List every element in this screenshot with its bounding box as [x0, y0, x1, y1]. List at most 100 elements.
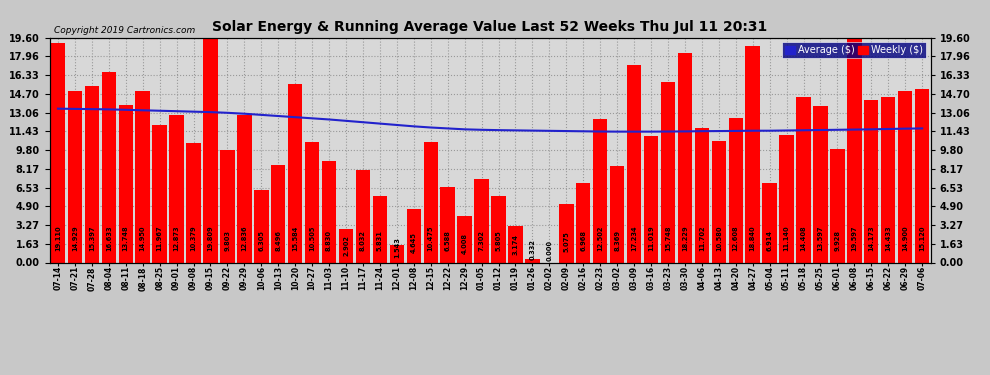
- Bar: [881, 97, 895, 262]
- Bar: [779, 135, 794, 262]
- Text: 12.836: 12.836: [242, 225, 248, 251]
- Text: 19.809: 19.809: [208, 225, 214, 251]
- Text: 13.597: 13.597: [818, 225, 824, 251]
- Text: 01-12: 01-12: [494, 266, 503, 290]
- Bar: [491, 196, 506, 262]
- Bar: [745, 46, 760, 262]
- Text: 11-24: 11-24: [375, 266, 384, 290]
- Text: 8.496: 8.496: [275, 230, 281, 251]
- Text: 11-10: 11-10: [342, 266, 350, 290]
- Bar: [915, 89, 930, 262]
- Text: 5.075: 5.075: [563, 231, 569, 252]
- Text: 02-09: 02-09: [561, 266, 571, 290]
- Text: 06-29: 06-29: [901, 266, 910, 290]
- Text: 03-23: 03-23: [663, 266, 672, 290]
- Bar: [695, 128, 709, 262]
- Text: 10.475: 10.475: [428, 225, 434, 251]
- Legend: Average ($), Weekly ($): Average ($), Weekly ($): [782, 42, 926, 58]
- Bar: [372, 196, 387, 262]
- Bar: [407, 209, 421, 262]
- Text: 12-01: 12-01: [392, 266, 401, 290]
- Text: 12.608: 12.608: [733, 225, 739, 251]
- Text: 02-16: 02-16: [579, 266, 588, 290]
- Bar: [610, 166, 625, 262]
- Text: 14.408: 14.408: [801, 225, 807, 251]
- Bar: [203, 35, 218, 262]
- Text: 05-18: 05-18: [799, 266, 808, 290]
- Text: 03-09: 03-09: [630, 266, 639, 290]
- Text: 04-27: 04-27: [748, 266, 757, 291]
- Text: 11.140: 11.140: [783, 225, 790, 251]
- Bar: [424, 142, 438, 262]
- Text: 15.748: 15.748: [665, 225, 671, 251]
- Bar: [152, 125, 167, 262]
- Bar: [50, 43, 65, 262]
- Text: 6.305: 6.305: [258, 230, 264, 251]
- Bar: [831, 148, 844, 262]
- Text: 02-02: 02-02: [544, 266, 553, 290]
- Text: 09-08: 09-08: [189, 266, 198, 291]
- Bar: [847, 38, 861, 262]
- Text: 07-14: 07-14: [53, 266, 62, 291]
- Text: 3.174: 3.174: [513, 234, 519, 255]
- Bar: [67, 91, 82, 262]
- Text: 06-08: 06-08: [849, 266, 859, 291]
- Text: 4.645: 4.645: [411, 232, 417, 253]
- Text: 12.502: 12.502: [597, 225, 603, 251]
- Text: 5.805: 5.805: [496, 230, 502, 251]
- Text: 6.588: 6.588: [445, 230, 450, 251]
- Bar: [254, 190, 268, 262]
- Text: 09-15: 09-15: [206, 266, 215, 290]
- Bar: [169, 115, 184, 262]
- Text: 01-05: 01-05: [477, 266, 486, 290]
- Text: 9.928: 9.928: [835, 230, 841, 251]
- Text: 0.000: 0.000: [546, 240, 552, 261]
- Text: 07-06: 07-06: [918, 266, 927, 291]
- Text: 4.008: 4.008: [461, 233, 467, 254]
- Bar: [390, 245, 404, 262]
- Text: Copyright 2019 Cartronics.com: Copyright 2019 Cartronics.com: [53, 26, 195, 35]
- Text: 10-13: 10-13: [274, 266, 283, 290]
- Text: 6.968: 6.968: [580, 230, 586, 251]
- Title: Solar Energy & Running Average Value Last 52 Weeks Thu Jul 11 20:31: Solar Energy & Running Average Value Las…: [213, 20, 767, 33]
- Text: 12-29: 12-29: [460, 266, 469, 290]
- Bar: [796, 97, 811, 262]
- Text: 14.929: 14.929: [72, 225, 78, 251]
- Text: 12-08: 12-08: [409, 266, 419, 291]
- Bar: [441, 187, 454, 262]
- Text: 19.597: 19.597: [851, 225, 857, 251]
- Text: 14.950: 14.950: [140, 225, 146, 251]
- Text: 11.967: 11.967: [156, 225, 162, 251]
- Bar: [457, 216, 472, 262]
- Bar: [136, 91, 149, 262]
- Text: 7.302: 7.302: [478, 230, 484, 251]
- Text: 08-11: 08-11: [121, 266, 131, 291]
- Text: 8.032: 8.032: [360, 230, 366, 251]
- Bar: [339, 229, 353, 262]
- Text: 10.505: 10.505: [309, 226, 315, 251]
- Text: 8.369: 8.369: [614, 230, 620, 251]
- Text: 17.234: 17.234: [631, 225, 638, 251]
- Text: 14.900: 14.900: [902, 225, 908, 251]
- Text: 03-30: 03-30: [680, 266, 689, 290]
- Text: 07-21: 07-21: [70, 266, 79, 291]
- Bar: [864, 100, 878, 262]
- Text: 1.543: 1.543: [394, 237, 400, 258]
- Text: 10-06: 10-06: [256, 266, 265, 290]
- Bar: [288, 84, 302, 262]
- Text: 03-16: 03-16: [646, 266, 655, 290]
- Text: 0.332: 0.332: [530, 239, 536, 260]
- Text: 12-15: 12-15: [427, 266, 436, 290]
- Text: 2.902: 2.902: [343, 235, 349, 256]
- Text: 18.229: 18.229: [682, 225, 688, 251]
- Text: 06-22: 06-22: [884, 266, 893, 290]
- Text: 16.633: 16.633: [106, 225, 112, 251]
- Bar: [220, 150, 235, 262]
- Text: 06-01: 06-01: [833, 266, 841, 290]
- Text: 10.580: 10.580: [716, 225, 722, 251]
- Bar: [526, 259, 540, 262]
- Bar: [102, 72, 116, 262]
- Text: 18.840: 18.840: [749, 225, 755, 251]
- Text: 08-25: 08-25: [155, 266, 164, 290]
- Text: 04-06: 04-06: [697, 266, 706, 290]
